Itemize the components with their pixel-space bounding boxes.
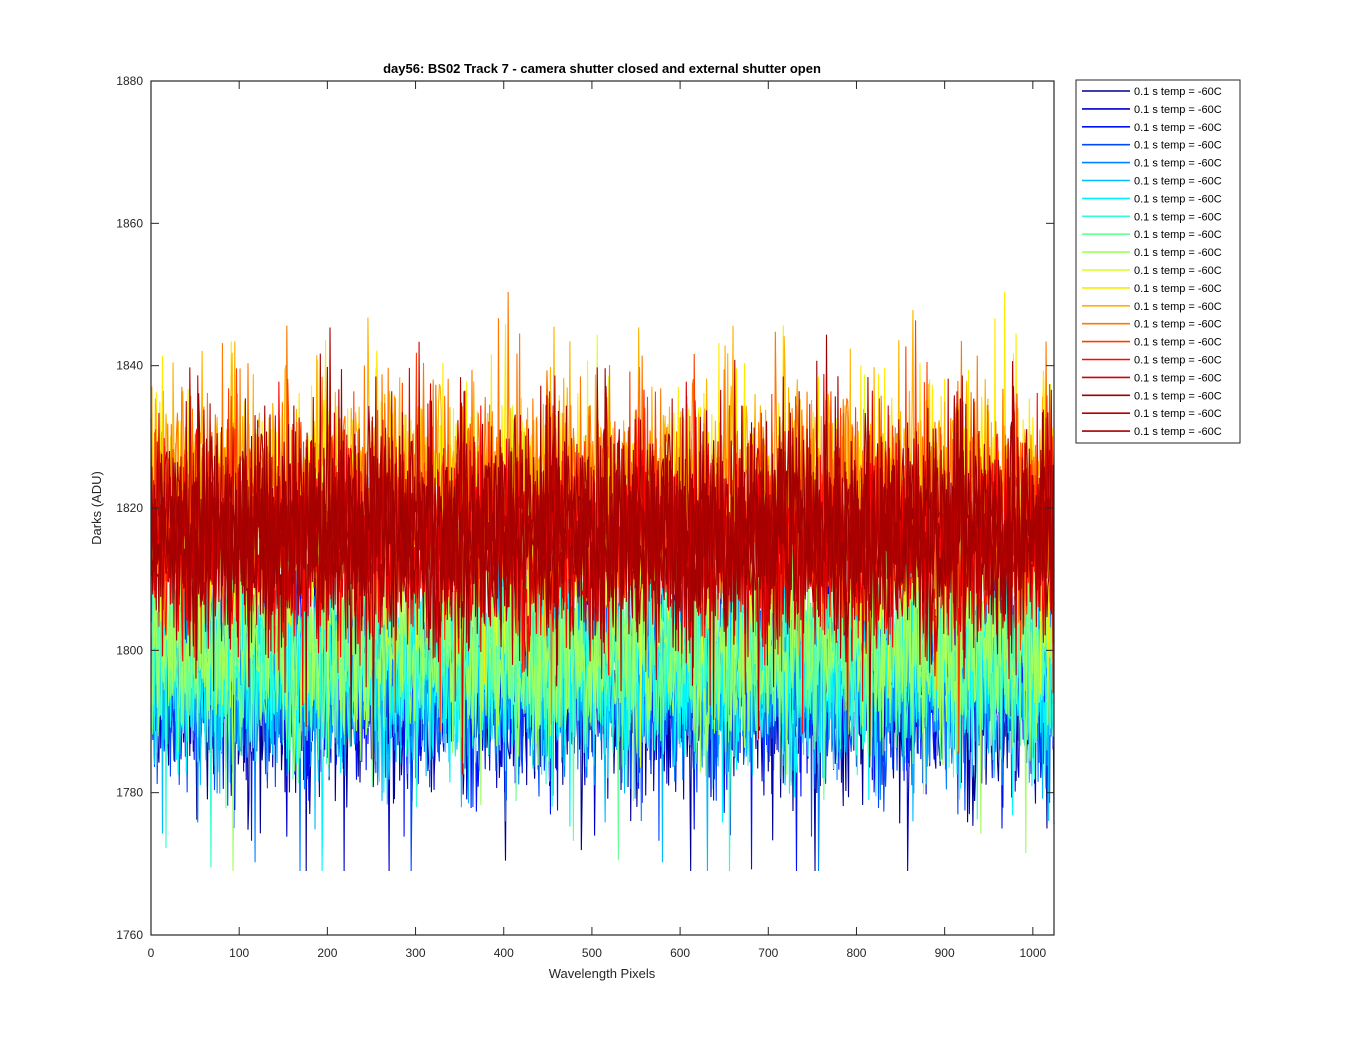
x-tick-label: 900 [935, 946, 955, 960]
legend-label: 0.1 s temp = -60C [1134, 176, 1222, 188]
legend-label: 0.1 s temp = -60C [1134, 301, 1222, 313]
legend-label: 0.1 s temp = -60C [1134, 426, 1222, 438]
legend-label: 0.1 s temp = -60C [1134, 372, 1222, 384]
legend-label: 0.1 s temp = -60C [1134, 122, 1222, 134]
legend-label: 0.1 s temp = -60C [1134, 390, 1222, 402]
x-tick-label: 0 [148, 946, 155, 960]
y-tick-label: 1800 [116, 643, 143, 657]
legend-label: 0.1 s temp = -60C [1134, 283, 1222, 295]
legend-label: 0.1 s temp = -60C [1134, 265, 1222, 277]
y-axis-title: Darks (ADU) [89, 471, 104, 545]
legend-label: 0.1 s temp = -60C [1134, 104, 1222, 116]
legend-label: 0.1 s temp = -60C [1134, 86, 1222, 98]
x-tick-label: 100 [229, 946, 249, 960]
x-tick-label: 800 [846, 946, 866, 960]
x-tick-label: 300 [406, 946, 426, 960]
y-tick-label: 1780 [116, 786, 143, 800]
y-axis: 1760 1780 1800 1820 1840 1860 1880 [116, 74, 1054, 942]
y-tick-label: 1880 [116, 74, 143, 88]
series-layer [150, 291, 1055, 871]
chart-title: day56: BS02 Track 7 - camera shutter clo… [383, 61, 821, 76]
legend-label: 0.1 s temp = -60C [1134, 211, 1222, 223]
x-axis: 0 100 200 300 400 500 600 700 800 900 1000 [148, 81, 1047, 960]
legend-label: 0.1 s temp = -60C [1134, 355, 1222, 367]
y-tick-label: 1820 [116, 501, 143, 515]
legend-label: 0.1 s temp = -60C [1134, 337, 1222, 349]
x-tick-label: 700 [758, 946, 778, 960]
legend-label: 0.1 s temp = -60C [1134, 193, 1222, 205]
x-tick-label: 400 [494, 946, 514, 960]
legend-label: 0.1 s temp = -60C [1134, 158, 1222, 170]
x-tick-label: 200 [317, 946, 337, 960]
y-tick-label: 1760 [116, 928, 143, 942]
legend: 0.1 s temp = -60C 0.1 s temp = -60C 0.1 s … [1075, 79, 1241, 444]
x-tick-label: 1000 [1019, 946, 1046, 960]
y-tick-label: 1860 [116, 216, 143, 230]
x-axis-title: Wavelength Pixels [549, 966, 656, 981]
x-tick-label: 500 [582, 946, 602, 960]
y-tick-label: 1840 [116, 359, 143, 373]
legend-label: 0.1 s temp = -60C [1134, 408, 1222, 420]
legend-label: 0.1 s temp = -60C [1134, 319, 1222, 331]
legend-box [1075, 79, 1241, 444]
legend-label: 0.1 s temp = -60C [1134, 247, 1222, 259]
x-tick-label: 600 [670, 946, 690, 960]
legend-label: 0.1 s temp = -60C [1134, 140, 1222, 152]
series-line [150, 327, 1055, 761]
legend-label: 0.1 s temp = -60C [1134, 229, 1222, 241]
